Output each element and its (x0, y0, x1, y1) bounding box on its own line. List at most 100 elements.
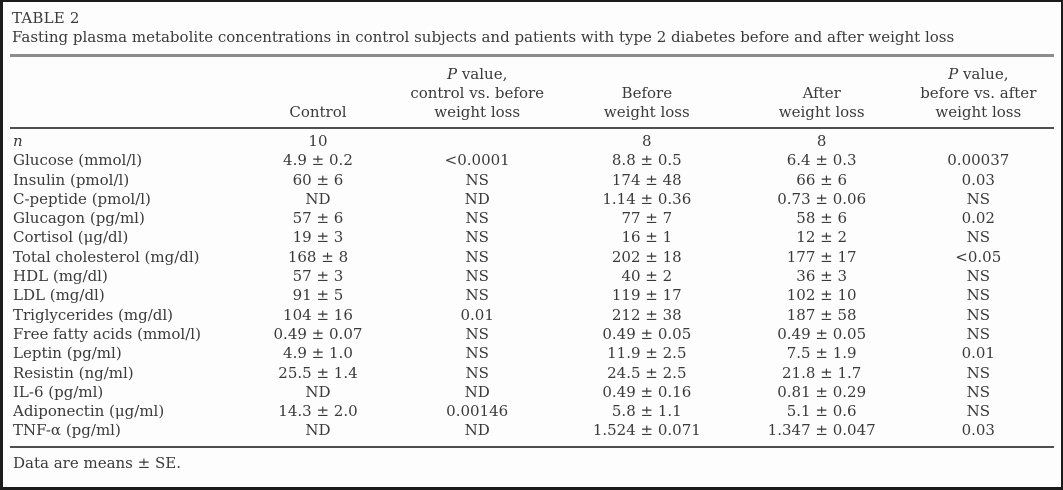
table-row: Adiponectin (μg/ml) 14.3 ± 2.0 0.00146 5.8 … (10, 402, 1054, 421)
row-label: Insulin (pmol/l) (13, 170, 130, 189)
cell-p-before-vs-after: 0.02 (961, 209, 995, 228)
table-row: Leptin (pg/ml) 4.9 ± 1.0 NS 11.9 ± 2.5 7.5 ±… (10, 344, 1054, 363)
cell-before-weight-loss: 11.9 ± 2.5 (607, 344, 687, 363)
metabolite-table: Control P value, control vs. before weight … (10, 57, 1054, 441)
cell-control: 4.9 ± 0.2 (283, 151, 353, 170)
cell-control: 0.49 ± 0.07 (273, 324, 363, 343)
cell-after-weight-loss: 177 ± 17 (786, 247, 857, 266)
table-row: HDL (mg/dl) 57 ± 3 NS 40 ± 2 36 ± 3 NS (10, 267, 1054, 286)
cell-p-control-vs-before: ND (464, 421, 490, 440)
cell-control: 104 ± 16 (283, 305, 353, 324)
table-row: Triglycerides (mg/dl) 104 ± 16 0.01 212 ± 3… (10, 306, 1054, 325)
table-row: Resistin (ng/ml) 25.5 ± 1.4 NS 24.5 ± 2.5 21… (10, 364, 1054, 383)
table-row: Free fatty acids (mmol/l) 0.49 ± 0.07 NS 0.… (10, 325, 1054, 344)
cell-after-weight-loss: 8 (816, 132, 827, 150)
column-header-before-weight-loss: Before weight loss (552, 57, 741, 129)
cell-before-weight-loss: 1.524 ± 0.071 (592, 421, 701, 440)
table-row: TNF-α (pg/ml) ND ND 1.524 ± 0.071 1.347 ± 0.… (10, 421, 1054, 440)
cell-p-before-vs-after: NS (966, 324, 990, 343)
cell-before-weight-loss: 16 ± 1 (621, 228, 673, 247)
cell-control: 91 ± 5 (292, 286, 344, 305)
table-body: n 10 8 8 Glucose (mmol/l) 4.9 ± 0.2 <0.0001 8.8… (10, 128, 1054, 441)
cell-p-control-vs-before: NS (465, 209, 489, 228)
cell-before-weight-loss: 24.5 ± 2.5 (607, 363, 687, 382)
cell-p-control-vs-before: <0.0001 (444, 151, 510, 170)
table-row: Total cholesterol (mg/dl) 168 ± 8 NS 202 ± … (10, 248, 1054, 267)
cell-control: 168 ± 8 (287, 247, 349, 266)
column-header-after-weight-loss: After weight loss (740, 57, 903, 129)
row-label: Glucose (mmol/l) (13, 151, 143, 170)
cell-after-weight-loss: 66 ± 6 (796, 170, 848, 189)
row-label: Free fatty acids (mmol/l) (13, 324, 201, 343)
cell-p-before-vs-after (903, 128, 1054, 151)
cell-p-control-vs-before: ND (464, 189, 490, 208)
cell-p-before-vs-after: NS (966, 267, 990, 286)
table-row: Insulin (pmol/l) 60 ± 6 NS 174 ± 48 66 ± 6 0.… (10, 171, 1054, 190)
cell-after-weight-loss: 12 ± 2 (796, 228, 848, 247)
cell-p-before-vs-after: 0.01 (961, 344, 995, 363)
row-label: Adiponectin (μg/ml) (13, 402, 165, 421)
cell-control: 25.5 ± 1.4 (278, 363, 358, 382)
cell-control: 4.9 ± 1.0 (283, 344, 353, 363)
cell-before-weight-loss: 119 ± 17 (611, 286, 682, 305)
row-label: Resistin (ng/ml) (13, 363, 134, 382)
cell-after-weight-loss: 36 ± 3 (796, 267, 848, 286)
table-row: IL-6 (pg/ml) ND ND 0.49 ± 0.16 0.81 ± 0.29 NS (10, 383, 1054, 402)
cell-before-weight-loss: 5.8 ± 1.1 (611, 402, 682, 421)
cell-p-before-vs-after: 0.03 (961, 421, 995, 440)
table-footnote: Data are means ± SE. (13, 453, 181, 472)
cell-p-before-vs-after: NS (966, 189, 990, 208)
table-row: LDL (mg/dl) 91 ± 5 NS 119 ± 17 102 ± 10 NS (10, 286, 1054, 305)
footnote-divider: Data are means ± SE. (10, 445, 1054, 473)
cell-control: ND (305, 189, 331, 208)
table-row: Glucagon (pg/ml) 57 ± 6 NS 77 ± 7 58 ± 6 0.02 (10, 209, 1054, 228)
cell-before-weight-loss: 212 ± 38 (611, 305, 682, 324)
cell-p-control-vs-before: NS (465, 344, 489, 363)
cell-p-before-vs-after: NS (966, 228, 990, 247)
cell-before-weight-loss: 8.8 ± 0.5 (611, 151, 682, 170)
cell-control: 14.3 ± 2.0 (278, 402, 358, 421)
cell-p-control-vs-before (401, 128, 552, 151)
cell-before-weight-loss: 8 (642, 132, 652, 150)
row-label: IL-6 (pg/ml) (13, 382, 104, 401)
cell-before-weight-loss: 174 ± 48 (611, 170, 682, 189)
row-label: Total cholesterol (mg/dl) (13, 247, 200, 266)
cell-control: 57 ± 6 (292, 209, 344, 228)
table-row: Glucose (mmol/l) 4.9 ± 0.2 <0.0001 8.8 ± 0.… (10, 151, 1054, 170)
cell-before-weight-loss: 0.49 ± 0.05 (602, 324, 692, 343)
caption-divider (10, 54, 1054, 57)
column-header-p-before-vs-after: P value, before vs. after weight loss (902, 57, 1054, 129)
cell-after-weight-loss: 5.1 ± 0.6 (786, 402, 857, 421)
cell-p-control-vs-before: 0.00146 (446, 402, 509, 421)
table-heading-block: TABLE 2 Fasting plasma metabolite concen… (3, 2, 1061, 47)
cell-before-weight-loss: 1.14 ± 0.36 (602, 189, 692, 208)
row-label: Triglycerides (mg/dl) (13, 305, 174, 324)
cell-after-weight-loss: 21.8 ± 1.7 (781, 363, 862, 382)
column-header-p-control-vs-before: P value, control vs. before weight loss (401, 57, 553, 129)
cell-p-control-vs-before: NS (465, 247, 489, 266)
cell-control: ND (305, 382, 331, 401)
cell-p-before-vs-after: NS (966, 363, 990, 382)
cell-p-before-vs-after: NS (966, 382, 990, 401)
cell-control: ND (305, 421, 331, 440)
cell-p-control-vs-before: NS (465, 228, 489, 247)
cell-after-weight-loss: 6.4 ± 0.3 (786, 151, 857, 170)
cell-control: 19 ± 3 (292, 228, 344, 247)
cell-p-before-vs-after: NS (966, 286, 990, 305)
cell-p-control-vs-before: NS (465, 267, 489, 286)
cell-after-weight-loss: 0.81 ± 0.29 (777, 382, 867, 401)
cell-p-control-vs-before: NS (465, 324, 489, 343)
cell-before-weight-loss: 202 ± 18 (611, 247, 682, 266)
cell-p-before-vs-after: 0.00037 (947, 151, 1010, 170)
cell-p-control-vs-before: NS (465, 170, 489, 189)
cell-p-before-vs-after: NS (966, 402, 990, 421)
cell-after-weight-loss: 0.73 ± 0.06 (777, 189, 867, 208)
cell-p-control-vs-before: NS (465, 363, 489, 382)
row-label: LDL (mg/dl) (13, 286, 105, 305)
table-row: n 10 8 8 (10, 128, 1054, 151)
cell-control: 57 ± 3 (292, 267, 344, 286)
cell-p-before-vs-after: <0.05 (955, 247, 1002, 266)
cell-after-weight-loss: 0.49 ± 0.05 (777, 324, 867, 343)
cell-before-weight-loss: 40 ± 2 (621, 267, 673, 286)
